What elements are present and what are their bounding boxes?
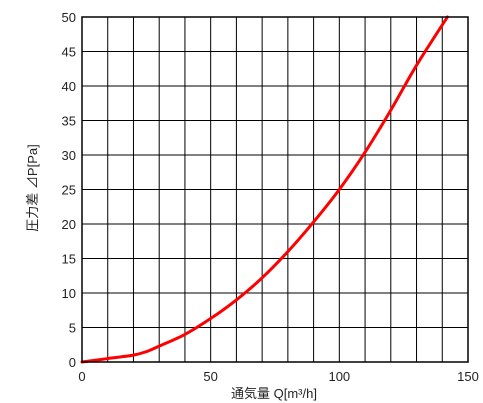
y-tick-labels: 0 5 10 15 20 25 30 35 40 45 50 [62, 10, 76, 370]
y-tick-label: 10 [62, 286, 76, 301]
x-tick-label: 100 [328, 369, 350, 384]
series-group [80, 15, 449, 364]
x-tick-label: 150 [457, 369, 479, 384]
x-tick-label: 0 [78, 369, 85, 384]
y-tick-label: 35 [62, 114, 76, 129]
y-tick-label: 25 [62, 183, 76, 198]
y-tick-label: 30 [62, 148, 76, 163]
y-tick-label: 20 [62, 217, 76, 232]
x-axis-title: 通気量 Q[m³/h] [231, 386, 317, 401]
x-tick-labels: 0 50 100 150 [78, 369, 478, 384]
y-tick-label: 50 [62, 10, 76, 25]
y-tick-label: 0 [69, 355, 76, 370]
y-tick-label: 45 [62, 45, 76, 60]
y-tick-label: 5 [69, 321, 76, 336]
series-line [80, 15, 449, 364]
y-tick-label: 15 [62, 252, 76, 267]
plot-frame [81, 16, 469, 363]
y-tick-label: 40 [62, 79, 76, 94]
grid [82, 17, 468, 362]
x-tick-label: 50 [203, 369, 217, 384]
y-axis-title: 圧力差 ⊿P[Pa] [25, 144, 40, 231]
